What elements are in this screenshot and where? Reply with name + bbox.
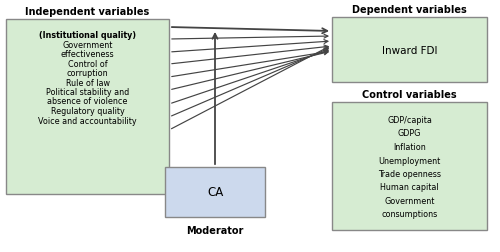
Text: Voice and accountability: Voice and accountability <box>38 116 137 125</box>
Text: GDPG: GDPG <box>398 129 421 138</box>
Text: GDP/capita: GDP/capita <box>387 115 432 124</box>
Text: CA: CA <box>207 186 223 199</box>
Text: Independent variables: Independent variables <box>26 7 150 17</box>
Text: Government: Government <box>62 40 112 49</box>
Text: Trade openness: Trade openness <box>378 169 441 178</box>
FancyBboxPatch shape <box>165 167 265 217</box>
FancyBboxPatch shape <box>6 20 169 194</box>
Text: Regulatory quality: Regulatory quality <box>50 107 124 115</box>
Text: (Institutional quality): (Institutional quality) <box>39 31 136 40</box>
Text: Rule of law: Rule of law <box>66 78 110 87</box>
Text: Government: Government <box>384 196 434 205</box>
Text: Inflation: Inflation <box>393 142 426 151</box>
Text: consumptions: consumptions <box>382 210 438 219</box>
Text: Control of: Control of <box>68 59 108 68</box>
Text: corruption: corruption <box>66 69 108 78</box>
Text: effectiveness: effectiveness <box>60 50 114 59</box>
Text: Inward FDI: Inward FDI <box>382 45 437 55</box>
FancyBboxPatch shape <box>332 103 487 230</box>
Text: Human capital: Human capital <box>380 183 439 192</box>
Text: Political stability and: Political stability and <box>46 88 129 97</box>
Text: Dependent variables: Dependent variables <box>352 5 467 15</box>
FancyBboxPatch shape <box>332 18 487 83</box>
Text: Moderator: Moderator <box>186 225 244 235</box>
Text: absence of violence: absence of violence <box>48 97 128 106</box>
Text: Control variables: Control variables <box>362 90 457 100</box>
Text: Unemployment: Unemployment <box>378 156 440 165</box>
